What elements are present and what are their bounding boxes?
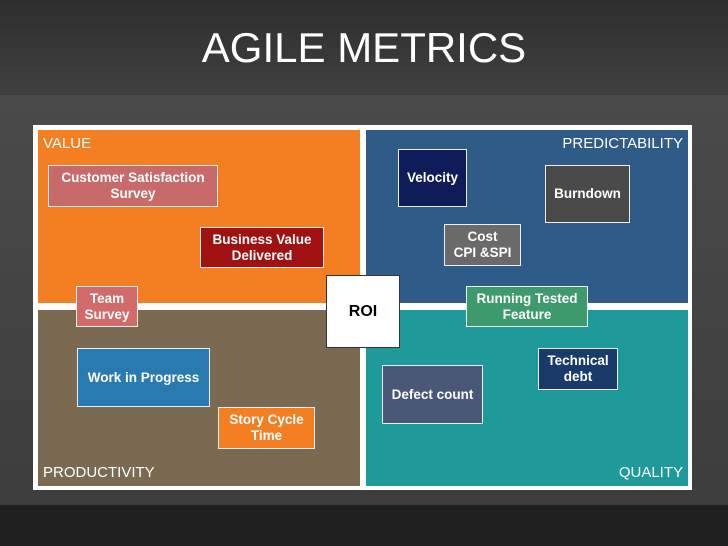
metric-box: Business Value Delivered <box>200 227 324 268</box>
metric-box: Work in Progress <box>77 348 210 407</box>
box-text: Team <box>89 290 125 306</box>
title: AGILE METRICS <box>201 24 527 71</box>
box-text: Story Cycle <box>229 412 304 427</box>
box-text: Business Value <box>212 231 312 247</box>
quadrant-label: PREDICTABILITY <box>562 135 683 152</box>
box-text: Cost <box>467 229 498 244</box>
metric-box: Burndown <box>545 165 630 223</box>
box-text: Technical <box>547 353 609 368</box>
header: AGILE METRICS <box>0 0 728 95</box>
box-text: debt <box>563 369 593 384</box>
metric-box: Team Survey <box>76 286 138 327</box>
center-label: ROI <box>348 302 378 320</box>
metric-box: Customer Satisfaction Survey <box>48 165 218 207</box>
quadrant: VALUE <box>38 130 360 303</box>
quadrant-label: PRODUCTIVITY <box>43 464 155 481</box>
box-text: Running Tested <box>476 290 578 306</box>
box-text: Feature <box>502 306 552 322</box>
box-text: Defect count <box>391 386 474 402</box>
metric-box: Defect count <box>382 365 483 424</box>
metric-box: Cost CPI &SPI <box>444 224 521 266</box>
center-box: ROI <box>326 275 400 348</box>
metric-box: Story Cycle Time <box>218 407 315 449</box>
box-text: Burndown <box>554 186 621 201</box>
box-text: Survey <box>84 306 130 322</box>
quadrant-label: VALUE <box>43 135 92 152</box>
box-text: Survey <box>110 186 156 201</box>
box-text: Velocity <box>406 170 459 185</box>
metric-box: Technical debt <box>538 348 618 390</box>
metric-box: Running Tested Feature <box>466 286 588 327</box>
box-text: Time <box>250 428 283 443</box>
box-text: Customer Satisfaction <box>61 170 205 185</box>
box-text: Delivered <box>231 247 293 263</box>
box-text: Work in Progress <box>87 369 200 385</box>
metric-box: Velocity <box>398 149 467 207</box>
quadrant-label: QUALITY <box>618 464 683 481</box>
footer-band <box>0 505 728 546</box>
box-text: CPI &SPI <box>453 245 512 260</box>
